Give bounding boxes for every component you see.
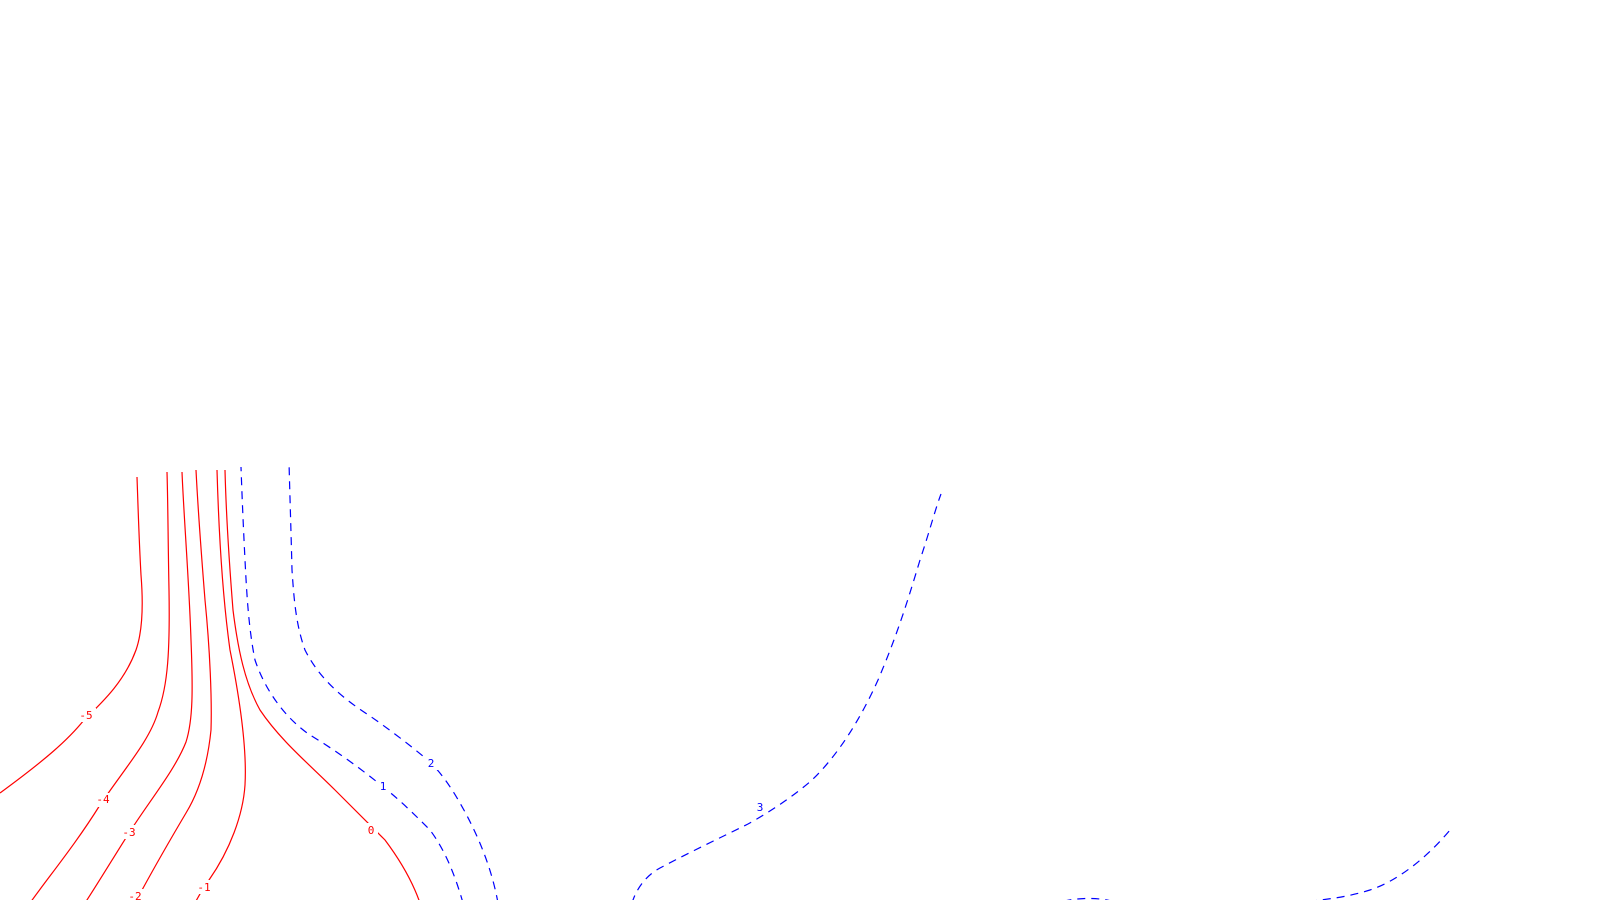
contour-line-neg2 — [135, 469, 212, 900]
contour-label-pos1-text: 1 — [380, 780, 387, 793]
contour-label-pos1: 1 — [376, 779, 390, 793]
contour-label-neg5-text: -5 — [79, 709, 92, 722]
contour-line-0 — [224, 469, 420, 900]
contour-line-pos3-c — [1315, 829, 1451, 900]
contour-labels: -5 -4 -3 -2 -1 0 1 2 — [76, 708, 767, 900]
contour-line-pos3-b — [1066, 897, 1110, 900]
contour-line-neg3 — [86, 471, 193, 900]
contour-label-neg1-text: -1 — [197, 881, 210, 894]
contour-label-neg3-text: -3 — [122, 826, 135, 839]
contour-label-pos3-text: 3 — [757, 801, 764, 814]
contour-label-neg1: -1 — [193, 880, 215, 894]
contour-label-0-text: 0 — [368, 824, 375, 837]
contour-label-neg2-text: -2 — [128, 890, 141, 900]
contour-label-neg4: -4 — [92, 793, 114, 807]
contour-label-neg4-text: -4 — [96, 793, 110, 806]
contour-label-neg2: -2 — [124, 889, 146, 900]
contour-line-neg5 — [0, 476, 143, 794]
contour-line-neg4 — [31, 471, 170, 900]
contour-label-pos3: 3 — [753, 800, 767, 814]
contour-label-pos2-text: 2 — [428, 757, 435, 770]
contour-label-neg3: -3 — [118, 825, 140, 839]
contour-label-neg5: -5 — [76, 708, 96, 722]
contour-label-pos2: 2 — [424, 756, 438, 770]
contour-label-0: 0 — [364, 823, 378, 837]
contour-line-pos3-a — [632, 493, 942, 900]
contour-line-pos2 — [288, 461, 499, 900]
